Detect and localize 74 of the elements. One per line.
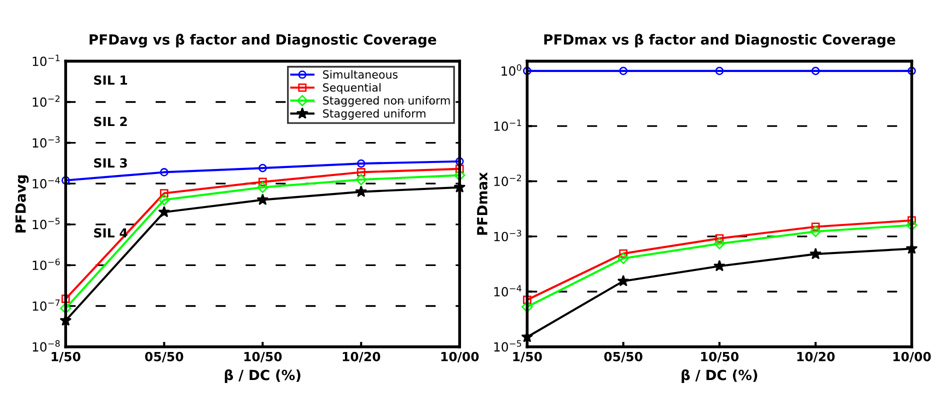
annotation: SIL 3 xyxy=(94,158,127,168)
x-tick-label: 10/50 xyxy=(244,352,282,362)
point xyxy=(160,189,168,198)
y-tick-label: 10$^{−5}$ xyxy=(32,218,60,230)
point xyxy=(258,164,267,172)
x-axis-title: β / DC (%) xyxy=(682,369,758,383)
y-tick-label: 10$^{−7}$ xyxy=(32,300,60,311)
point xyxy=(713,260,726,272)
y-tick-label: 10$^{−3}$ xyxy=(494,230,522,242)
x-tick-label: 10/20 xyxy=(342,352,380,362)
y-axis-title: PFDmax xyxy=(477,172,488,235)
y-tick-label: 10$^{−1}$ xyxy=(32,54,60,66)
point xyxy=(714,238,726,250)
x-tick-label: 10/00 xyxy=(893,352,931,362)
point xyxy=(158,206,170,218)
point xyxy=(811,66,820,76)
point xyxy=(908,66,916,76)
y-tick-label: 10$^{−6}$ xyxy=(32,258,60,270)
point xyxy=(908,216,916,225)
x-tick-label: 05/50 xyxy=(604,352,642,362)
legend-label: Staggered uniform xyxy=(323,109,426,120)
y-tick-label: 10$^{−3}$ xyxy=(32,136,60,148)
point xyxy=(619,249,628,258)
point xyxy=(810,248,822,260)
y-axis-title: PFDavg xyxy=(16,175,29,233)
y-tick-label: 10$^{−8}$ xyxy=(32,340,60,352)
point xyxy=(160,168,168,176)
y-tick-label: 10$^{−4}$ xyxy=(32,177,60,188)
legend-label: Staggered non uniform xyxy=(323,96,450,107)
point xyxy=(257,182,268,193)
x-axis-title: β / DC (%) xyxy=(224,369,300,383)
legend-label: Sequential xyxy=(323,83,380,94)
y-tick-label: 10$^{−4}$ xyxy=(494,285,522,296)
point xyxy=(715,234,724,243)
point xyxy=(455,164,464,174)
x-tick-label: 10/20 xyxy=(797,352,835,362)
point xyxy=(356,168,366,176)
x-tick-label: 1/50 xyxy=(513,352,542,362)
y-tick-label: 10$^{−5}$ xyxy=(494,340,522,352)
point xyxy=(158,194,170,206)
point xyxy=(810,226,822,238)
point xyxy=(455,157,464,166)
legend-label: Simultaneous xyxy=(323,70,398,79)
point xyxy=(61,294,70,303)
point xyxy=(355,186,368,197)
y-tick-label: 10$^{−2}$ xyxy=(494,174,521,186)
point xyxy=(906,220,918,231)
point xyxy=(618,252,629,264)
annotation: SIL 2 xyxy=(94,116,127,126)
point xyxy=(454,170,466,181)
point xyxy=(617,274,630,286)
point xyxy=(258,178,267,186)
x-tick-label: 10/50 xyxy=(701,352,739,362)
y-tick-label: 10$^{−1}$ xyxy=(494,120,522,131)
annotation: SIL 4 xyxy=(94,228,128,238)
point xyxy=(715,66,724,76)
point xyxy=(60,302,72,314)
x-tick-label: 10/00 xyxy=(441,352,479,362)
x-tick-label: 1/50 xyxy=(52,352,80,362)
point xyxy=(619,66,628,76)
y-tick-label: 10$^{−2}$ xyxy=(32,95,60,107)
y-tick-label: 10$^{0}$ xyxy=(502,64,522,76)
x-tick-label: 05/50 xyxy=(145,352,184,362)
chart-title: PFDmax vs β factor and Diagnostic Coverage xyxy=(544,34,896,48)
point xyxy=(256,194,269,206)
point xyxy=(356,174,367,186)
point xyxy=(522,296,532,304)
point xyxy=(811,222,820,231)
chart-title: PFDavg vs β factor and Diagnostic Coverage xyxy=(90,34,436,48)
point xyxy=(522,66,532,76)
annotation: SIL 1 xyxy=(94,75,128,85)
point xyxy=(356,159,366,168)
point xyxy=(61,176,70,185)
point xyxy=(522,301,533,312)
